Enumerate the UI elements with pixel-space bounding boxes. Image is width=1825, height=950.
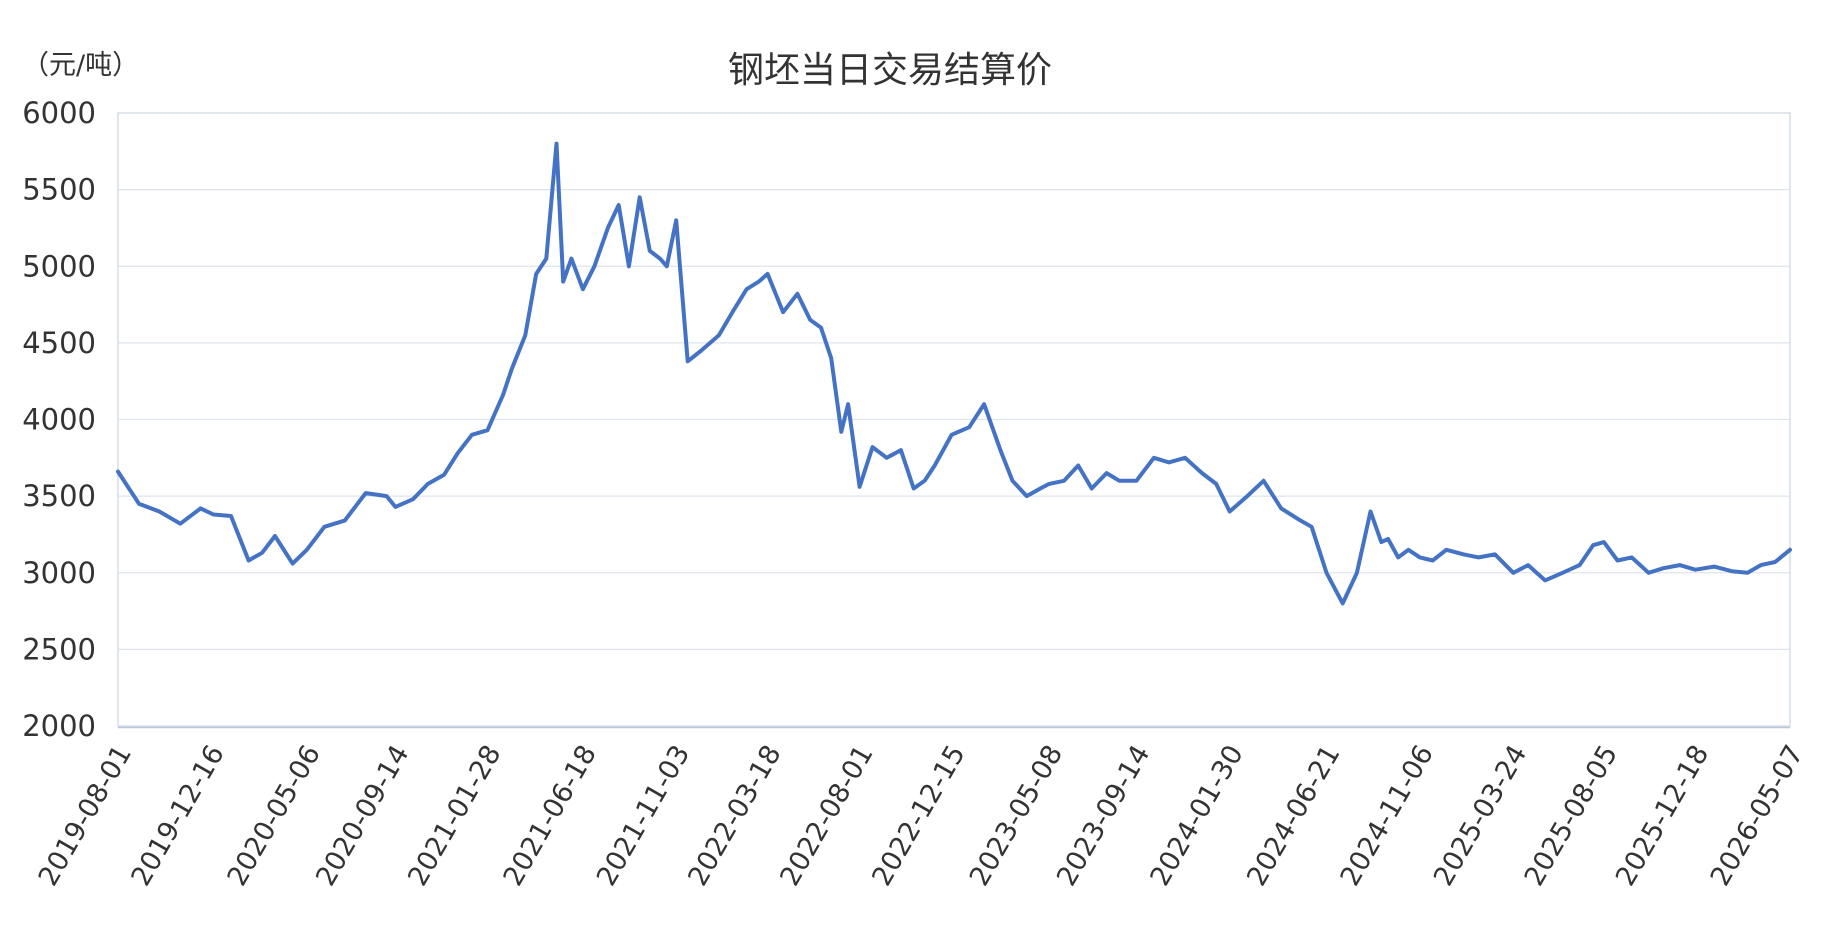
- y-tick-label: 6000: [22, 96, 96, 130]
- x-tick-label: 2023-09-14: [1051, 740, 1156, 891]
- chart-title: 钢坯当日交易结算价: [728, 50, 1052, 91]
- y-axis-ticks: 2000 2500 3000 3500 4000 4500 5000 5500 6000: [22, 96, 96, 743]
- y-tick-label: 4500: [22, 326, 96, 360]
- x-tick-label: 2025-12-18: [1610, 740, 1715, 891]
- x-tick-label: 2025-08-05: [1519, 740, 1624, 891]
- x-tick-label: 2026-05-07: [1705, 740, 1810, 891]
- x-tick-label: 2024-11-06: [1335, 740, 1440, 891]
- x-tick-label: 2021-01-28: [402, 740, 507, 891]
- x-tick-label: 2019-08-01: [33, 740, 138, 891]
- x-tick-label: 2020-09-14: [310, 740, 415, 891]
- x-tick-label: 2020-05-06: [222, 740, 327, 891]
- x-tick-label: 2019-12-16: [125, 740, 230, 891]
- y-tick-label: 4000: [22, 403, 96, 437]
- x-tick-label: 2022-12-15: [866, 740, 971, 891]
- y-tick-label: 2000: [22, 709, 96, 743]
- y-tick-label: 3000: [22, 556, 96, 590]
- x-axis-ticks: 2019-08-012019-12-162020-05-062020-09-14…: [33, 740, 1810, 891]
- series-line: [116, 141, 1792, 606]
- x-tick-label: 2022-08-01: [774, 740, 879, 891]
- y-tick-label: 5500: [22, 173, 96, 207]
- y-tick-label: 3500: [22, 479, 96, 513]
- x-tick-label: 2021-06-18: [498, 740, 603, 891]
- y-axis-unit-label: （元/吨）: [22, 50, 139, 81]
- plot-area-border: [117, 112, 1791, 727]
- x-tick-label: 2021-11-03: [591, 740, 696, 891]
- grid-lines: [118, 189, 1790, 729]
- x-tick-label: 2025-03-24: [1428, 740, 1533, 891]
- x-tick-label: 2024-06-21: [1241, 740, 1346, 891]
- series-layer: [116, 141, 1792, 606]
- x-tick-label: 2022-03-18: [682, 740, 787, 891]
- x-tick-label: 2024-01-30: [1144, 740, 1249, 891]
- x-tick-label: 2023-05-08: [964, 740, 1069, 891]
- y-tick-label: 5000: [22, 249, 96, 283]
- y-tick-label: 2500: [22, 632, 96, 666]
